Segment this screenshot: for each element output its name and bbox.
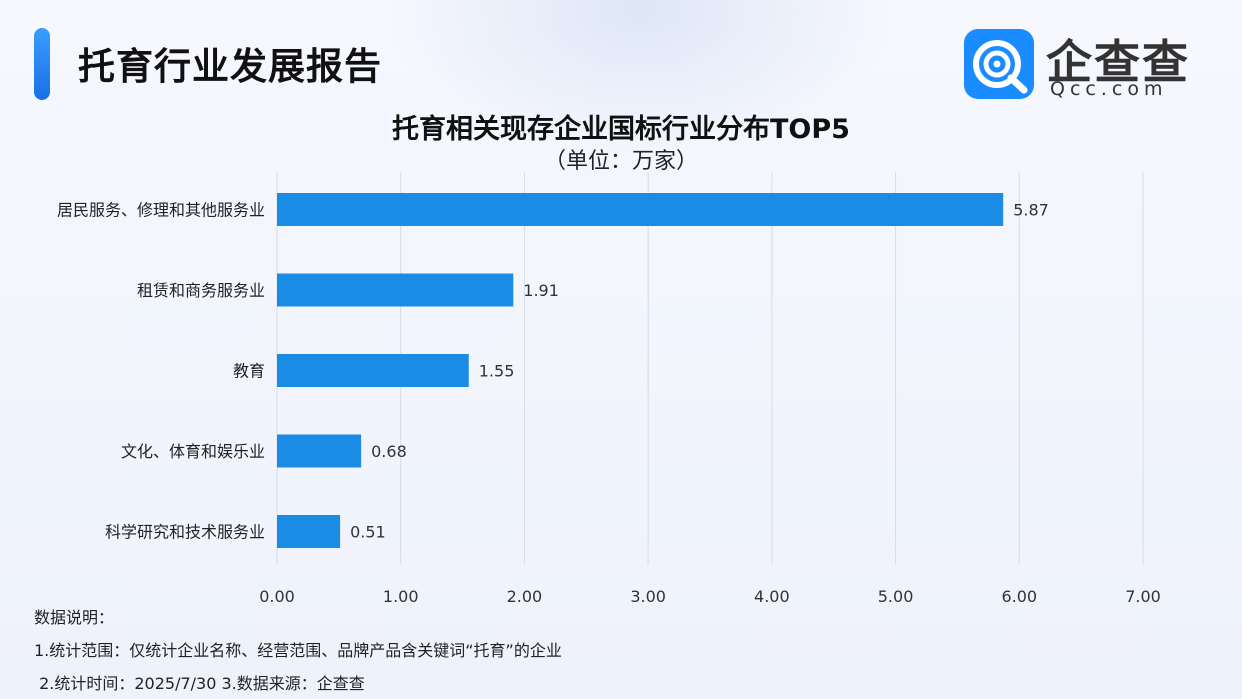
data-label: 1.91 (523, 281, 559, 300)
chart-subtitle: （单位：万家） (543, 149, 698, 174)
notes-line-1: 1.统计范围：仅统计企业名称、经营范围、品牌产品含关键词“托育”的企业 (34, 641, 562, 660)
x-tick-label: 6.00 (1001, 587, 1037, 606)
data-label: 0.51 (350, 523, 386, 542)
x-tick-label: 0.00 (259, 587, 295, 606)
category-label: 文化、体育和娱乐业 (121, 442, 265, 461)
logo-text: 企查查 (1046, 35, 1190, 89)
category-label: 科学研究和技术服务业 (105, 523, 265, 542)
x-tick-label: 4.00 (754, 587, 790, 606)
x-tick-label: 1.00 (383, 587, 419, 606)
bar (277, 273, 514, 307)
bar (277, 515, 341, 548)
category-label: 居民服务、修理和其他服务业 (57, 201, 265, 220)
category-label: 租赁和商务服务业 (137, 281, 265, 300)
bar (277, 193, 1004, 226)
data-label: 1.55 (479, 362, 515, 381)
x-tick-label: 3.00 (630, 587, 666, 606)
data-label: 5.87 (1013, 201, 1049, 220)
x-tick-label: 7.00 (1125, 587, 1161, 606)
bar (277, 354, 469, 387)
qcc-logo-icon (964, 29, 1034, 99)
title-accent-bar (34, 28, 50, 100)
notes-line-2: 2.统计时间：2025/7/30 3.数据来源：企查查 (34, 674, 365, 693)
bar (277, 434, 362, 468)
report-title: 托育行业发展报告 (78, 45, 382, 88)
x-tick-label: 5.00 (878, 587, 914, 606)
data-label: 0.68 (371, 442, 407, 461)
category-label: 教育 (233, 362, 265, 381)
notes-heading: 数据说明： (34, 608, 115, 627)
x-tick-label: 2.00 (507, 587, 543, 606)
chart-title: 托育相关现存企业国标行业分布TOP5 (392, 114, 850, 145)
logo-domain: Qcc.com (1050, 78, 1168, 100)
